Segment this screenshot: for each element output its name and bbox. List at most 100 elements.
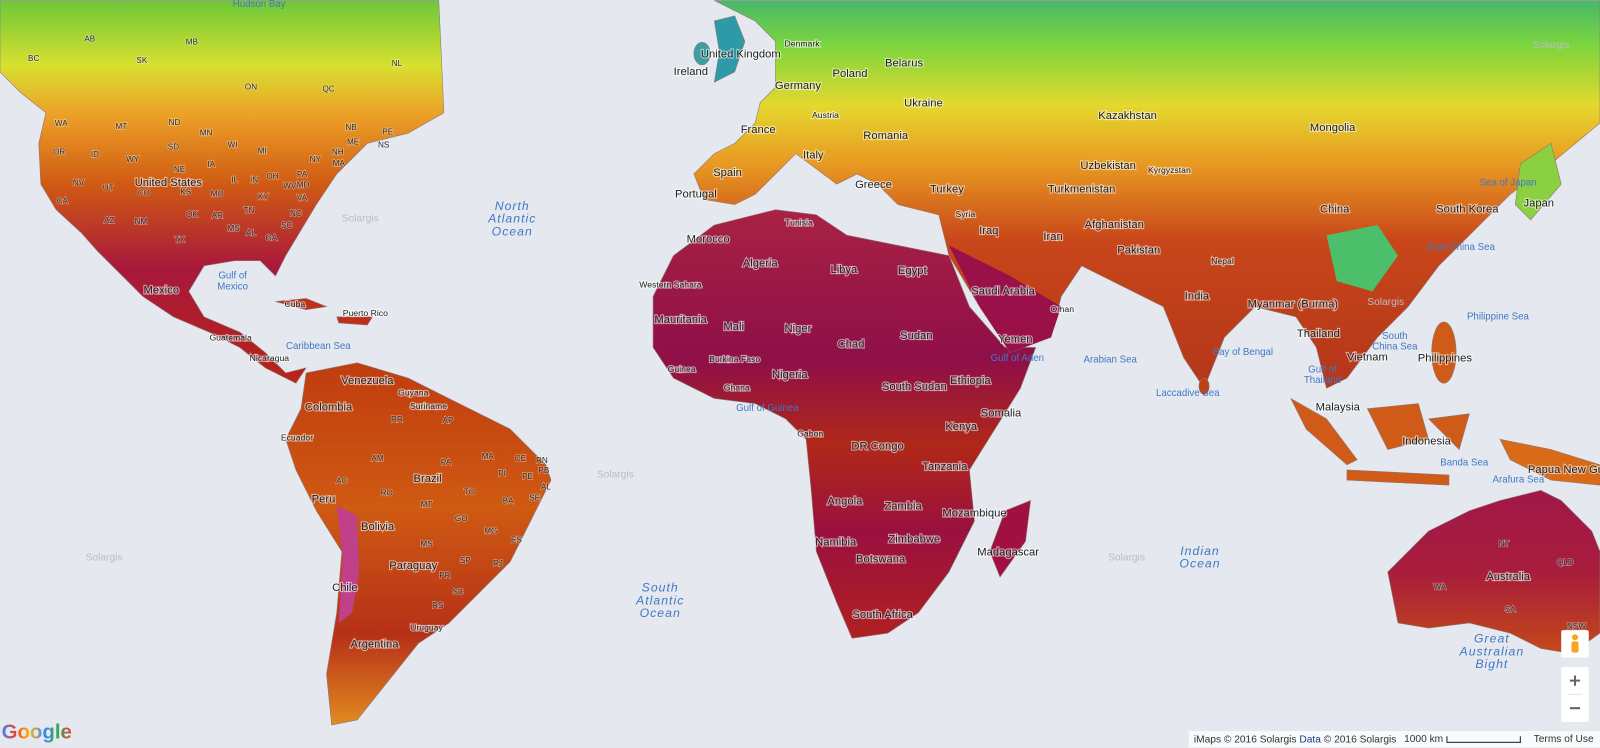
sea-label: Ocean (492, 224, 533, 238)
country-label: South Sudan (882, 381, 947, 393)
country-label: Guatemala (209, 333, 252, 343)
region-label: SD (168, 143, 179, 152)
region-label: CA (57, 197, 69, 206)
country-label: Niger (785, 323, 812, 335)
region-label: RR (391, 415, 403, 424)
terms-link[interactable]: Terms of Use (1534, 734, 1594, 745)
region-label: AR (212, 211, 223, 220)
region-label: PA (441, 458, 452, 467)
country-label: Iraq (979, 225, 998, 237)
data-link[interactable]: Data (1299, 734, 1321, 745)
region-label: SK (136, 56, 147, 65)
country-label: Sudan (900, 330, 932, 342)
country-label: Indonesia (1402, 435, 1451, 447)
north-america (0, 0, 445, 384)
region-label: PI (498, 469, 506, 478)
country-label: Denmark (784, 39, 820, 49)
country-label: Austria (812, 110, 839, 120)
country-label: Philippines (1418, 353, 1473, 365)
country-label: Australia (1486, 571, 1530, 583)
philippines (1431, 321, 1457, 384)
region-label: MS (228, 224, 241, 233)
sea-label: Ocean (640, 606, 681, 620)
footer-bar (1188, 731, 1600, 748)
country-label: Poland (833, 68, 868, 80)
country-label: Mongolia (1310, 122, 1356, 134)
sea-label: Gulf of Aden (991, 353, 1044, 364)
country-label: Spain (713, 167, 742, 179)
pegman[interactable] (1561, 630, 1589, 658)
region-label: GO (455, 514, 468, 523)
region-label: ES (511, 535, 522, 544)
country-label: Germany (775, 80, 822, 92)
country-label: Uzbekistan (1080, 160, 1136, 172)
region-label: MD (297, 180, 310, 189)
region-label: TX (174, 235, 185, 244)
region-label: ON (245, 82, 257, 91)
region-label: AP (443, 416, 454, 425)
country-label: Kazakhstan (1098, 110, 1157, 122)
country-label: Malaysia (1316, 402, 1361, 414)
region-label: SC (281, 221, 292, 230)
country-label: Chad (838, 338, 865, 350)
region-label: MS (420, 540, 433, 549)
region-label: BC (28, 54, 39, 63)
country-label: Argentina (350, 638, 399, 650)
sea-label: Bight (1475, 657, 1508, 671)
region-label: WI (228, 141, 238, 150)
sea-label: South (1382, 331, 1407, 342)
australia (1387, 490, 1600, 654)
country-label: Thailand (1297, 328, 1340, 340)
country-label: Ethiopia (950, 375, 991, 387)
country-label: Kenya (945, 421, 978, 433)
sea-label: Mexico (217, 281, 248, 292)
madagascar (989, 500, 1031, 578)
sea-label: Sea of Japan (1480, 178, 1537, 189)
sri-lanka (1198, 377, 1210, 395)
watermark: Solargis (597, 470, 634, 481)
country-label: Portugal (675, 188, 717, 200)
atacama (336, 505, 360, 623)
country-label: Madagascar (977, 547, 1039, 559)
new-guinea (1499, 438, 1600, 486)
caribbean (275, 298, 374, 326)
country-label: Mozambique (942, 508, 1006, 520)
country-label: Ireland (674, 66, 708, 78)
country-label: Uruguay (410, 622, 443, 632)
country-label: Iran (1043, 231, 1062, 243)
country-label: Belarus (885, 58, 923, 70)
region-label: KY (258, 193, 269, 202)
country-label: Mauritania (654, 314, 707, 326)
sea-label: Australian (1459, 644, 1525, 658)
indonesia (1290, 397, 1470, 486)
sea-label: South (642, 581, 679, 595)
region-label: ID (91, 150, 99, 159)
country-label: Yemen (998, 333, 1033, 345)
region-label: NC (290, 209, 302, 218)
zoom-control[interactable] (1561, 666, 1589, 722)
country-label: Japan (1523, 198, 1554, 210)
region-label: SE (529, 494, 540, 503)
country-label: Morocco (687, 233, 730, 245)
country-label: Ecuador (281, 433, 313, 443)
country-label: Vietnam (1347, 352, 1388, 364)
sea-label: Gulf of Guinea (736, 403, 799, 414)
country-label: Guinea (668, 364, 696, 374)
land (0, 0, 1600, 726)
sea-label: Hudson Bay (233, 0, 286, 10)
region-label: AC (336, 476, 347, 485)
country-label: Somalia (981, 408, 1022, 420)
watermark: Solargis (1367, 297, 1404, 308)
region-label: MB (186, 38, 199, 47)
region-label: PA (297, 170, 308, 179)
country-label: Mexico (143, 284, 179, 296)
region-label: UT (103, 183, 114, 192)
country-label: Botswana (856, 554, 906, 566)
country-label: Puerto Rico (343, 308, 388, 318)
region-label: NV (73, 178, 85, 187)
region-label: NB (345, 123, 357, 132)
sea-label: North (495, 199, 530, 213)
sea-label: Bay of Bengal (1213, 347, 1273, 358)
region-label: SC (452, 588, 463, 597)
